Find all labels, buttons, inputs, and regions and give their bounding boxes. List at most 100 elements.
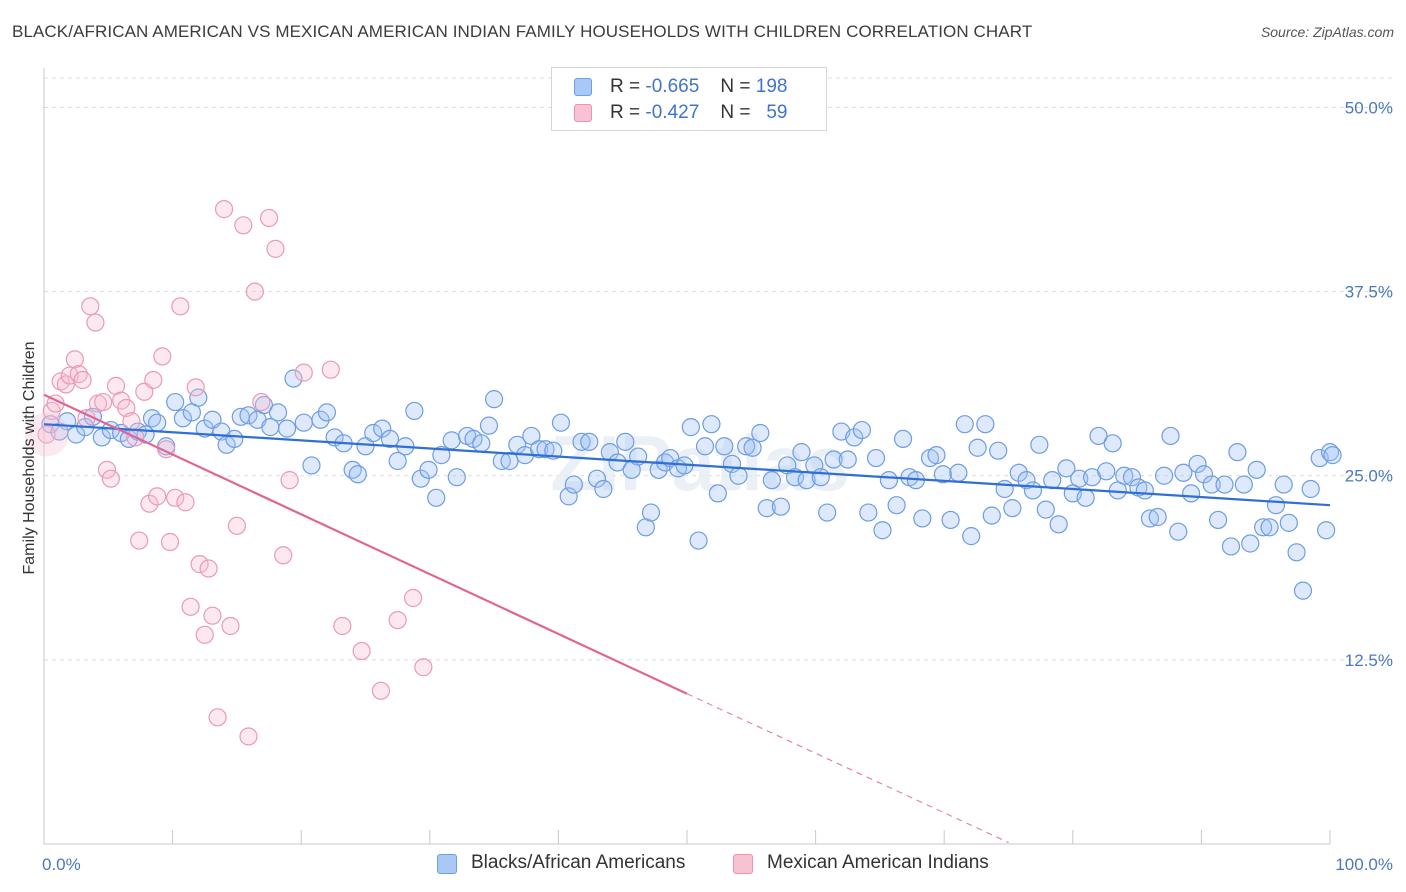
point-mexican	[94, 392, 113, 412]
point-blacks	[949, 463, 968, 482]
n-value-blacks: 198	[755, 76, 788, 97]
point-blacks	[737, 437, 756, 456]
point-blacks	[1161, 426, 1180, 446]
point-blacks	[1169, 522, 1188, 541]
point-blacks	[859, 503, 878, 522]
point-blacks	[580, 432, 599, 451]
point-mexican	[97, 460, 117, 479]
y-tick-label: 37.5%	[1345, 283, 1393, 302]
point-mexican	[414, 658, 433, 677]
point-mexican	[280, 471, 299, 490]
point-blacks	[1115, 466, 1134, 485]
point-mexican	[321, 360, 340, 379]
point-blacks	[1009, 463, 1028, 482]
point-blacks	[1266, 496, 1286, 515]
point-blacks	[294, 413, 313, 432]
point-blacks	[757, 499, 776, 518]
y-tick-label: 25.0%	[1345, 467, 1393, 486]
point-mexican	[274, 546, 293, 565]
point-blacks	[277, 419, 297, 438]
point-blacks	[1103, 434, 1122, 453]
axes	[43, 68, 1331, 845]
point-blacks	[818, 503, 837, 522]
point-blacks	[866, 448, 886, 468]
point-blacks	[887, 496, 906, 515]
point-blacks	[239, 406, 258, 425]
point-blacks	[442, 431, 461, 450]
point-mexican	[144, 370, 163, 390]
point-blacks	[771, 497, 790, 516]
point-blacks	[1030, 435, 1049, 454]
point-blacks	[805, 456, 824, 475]
r-value-blacks: -0.665	[645, 76, 700, 97]
point-blacks	[1320, 443, 1340, 462]
point-blacks	[845, 428, 864, 447]
point-mexican	[140, 494, 159, 513]
point-blacks	[1188, 454, 1207, 474]
legend-swatch-blue	[574, 78, 592, 96]
x-tick-label-max: 100.0%	[1335, 855, 1393, 874]
point-blacks	[785, 468, 805, 487]
series-mexican-points	[24, 200, 433, 746]
point-blacks	[1036, 500, 1055, 519]
r-value-mexican: -0.427	[645, 102, 700, 123]
point-blacks	[594, 479, 613, 499]
point-mexican	[195, 625, 214, 644]
n-label: N =	[720, 76, 751, 97]
point-mexican-cluster	[24, 412, 69, 457]
point-blacks	[530, 440, 549, 459]
point-mexican	[186, 378, 205, 397]
point-blacks	[689, 531, 708, 550]
point-mexican	[352, 641, 371, 661]
point-blacks	[762, 471, 781, 490]
point-blacks	[1155, 466, 1174, 485]
point-blacks	[364, 423, 383, 443]
point-mexican	[388, 610, 407, 630]
point-blacks	[551, 413, 571, 432]
point-blacks	[472, 434, 491, 453]
point-mexican	[239, 727, 258, 746]
point-blacks	[641, 503, 661, 522]
point-blacks	[1209, 510, 1228, 530]
point-mexican	[234, 216, 253, 235]
point-blacks	[587, 469, 607, 488]
point-blacks	[388, 451, 407, 471]
point-mexican	[333, 616, 352, 636]
point-blacks	[427, 488, 446, 507]
point-blacks	[1274, 475, 1293, 494]
point-blacks	[1057, 459, 1076, 478]
point-blacks	[1247, 460, 1266, 479]
point-mexican	[221, 616, 240, 636]
point-blacks	[708, 484, 727, 503]
point-mexican	[166, 488, 185, 507]
point-blacks	[852, 420, 871, 440]
point-blacks	[1221, 537, 1241, 556]
r-label: R =	[610, 102, 641, 123]
point-mexican	[252, 392, 271, 412]
point-blacks	[695, 437, 715, 456]
point-blacks	[1148, 507, 1167, 527]
n-label: N =	[720, 102, 751, 123]
point-blacks	[225, 429, 244, 449]
point-blacks	[873, 521, 892, 540]
point-blacks	[173, 409, 192, 428]
point-mexican	[56, 375, 75, 394]
point-blacks	[811, 468, 830, 487]
point-blacks	[536, 440, 555, 459]
y-tick-label: 12.5%	[1345, 651, 1393, 670]
bottom-legend-label: Mexican American Indians	[767, 852, 989, 873]
point-blacks	[955, 415, 974, 434]
point-blacks	[302, 456, 321, 475]
point-blacks	[559, 487, 578, 506]
point-mexican	[101, 469, 120, 488]
point-blacks	[1228, 443, 1247, 462]
point-blacks	[893, 429, 913, 449]
trendline-blacks	[43, 423, 1331, 507]
r-label: R =	[610, 76, 641, 97]
point-blacks	[1287, 543, 1306, 562]
point-mexican	[259, 208, 279, 228]
bottom-swatch-pink	[733, 854, 753, 874]
point-blacks	[500, 451, 519, 471]
bottom-swatch-blue	[437, 854, 457, 874]
